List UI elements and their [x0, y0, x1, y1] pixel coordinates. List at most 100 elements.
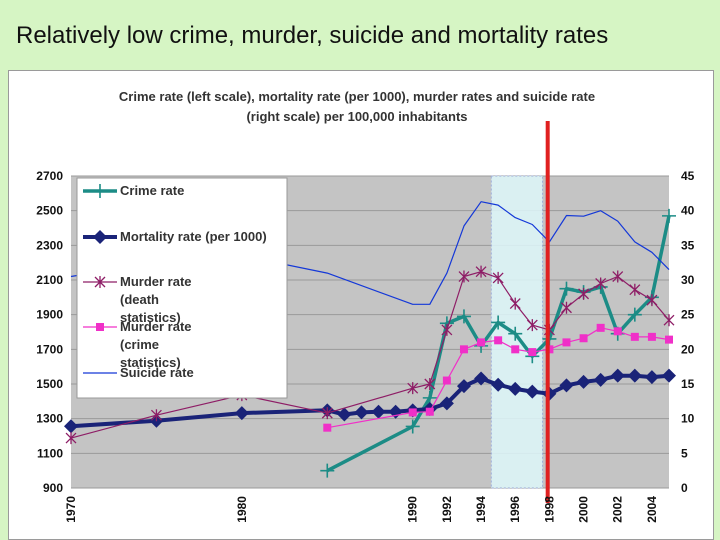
data-point-murder-rate-crime-statistics: [647, 332, 656, 341]
legend-label-suicide-rate: Suicide rate: [120, 365, 194, 380]
data-point-crime-rate: [627, 307, 642, 322]
data-point-crime-rate: [405, 419, 420, 434]
series-murder-rate-death-statistics: [65, 265, 675, 445]
left-tick-label: 1900: [36, 308, 63, 322]
legend-box: [76, 177, 288, 399]
data-point-mortality-rate-per-1000: [371, 404, 386, 419]
legend-label-mortality-rate: Mortality rate (per 1000): [120, 229, 267, 244]
x-tick-label: 2004: [645, 496, 659, 523]
x-tick-label: 1996: [508, 496, 522, 523]
left-tick-label: 1300: [36, 412, 63, 426]
data-point-mortality-rate-per-1000: [234, 406, 249, 421]
data-point-mortality-rate-per-1000: [439, 396, 454, 411]
chart-svg: Crime rate (left scale), mortality rate …: [36, 89, 695, 523]
data-point-crime-rate: [456, 309, 471, 324]
data-point-murder-rate-death-statistics: [646, 294, 658, 307]
highlight-band: [490, 175, 544, 489]
data-point-mortality-rate-per-1000: [610, 368, 625, 383]
right-tick-label: 20: [681, 342, 695, 356]
data-point-murder-rate-death-statistics: [65, 432, 77, 445]
data-point-murder-rate-crime-statistics: [477, 338, 486, 347]
data-point-murder-rate-crime-statistics: [613, 327, 622, 336]
legend-marker: [93, 184, 107, 198]
right-axis-ticks: 45 40 35 30 25 20 15 10 5 0: [681, 169, 695, 495]
legend-marker: [96, 323, 104, 331]
data-point-mortality-rate-per-1000: [576, 374, 591, 389]
data-point-mortality-rate-per-1000: [474, 371, 489, 386]
data-point-crime-rate: [320, 463, 335, 478]
legend-label-murder-death: Murder rate (death statistics): [120, 274, 192, 325]
data-point-murder-rate-crime-statistics: [425, 407, 434, 416]
right-tick-label: 35: [681, 238, 695, 252]
data-point-murder-rate-death-statistics: [492, 271, 504, 284]
data-point-murder-rate-death-statistics: [561, 301, 572, 314]
data-point-mortality-rate-per-1000: [644, 370, 659, 385]
data-point-murder-rate-crime-statistics: [630, 332, 639, 341]
x-tick-label: 1992: [440, 496, 454, 523]
data-point-murder-rate-death-statistics: [663, 314, 675, 327]
left-tick-label: 2300: [36, 238, 63, 252]
data-point-mortality-rate-per-1000: [64, 419, 78, 434]
data-point-murder-rate-crime-statistics: [323, 423, 332, 432]
data-point-crime-rate: [508, 326, 523, 341]
data-point-crime-rate: [662, 208, 676, 223]
data-point-murder-rate-death-statistics: [321, 407, 333, 420]
legend-label-line: (crime: [120, 337, 159, 352]
right-tick-label: 40: [681, 204, 695, 218]
data-point-murder-rate-death-statistics: [407, 382, 419, 395]
data-point-murder-rate-death-statistics: [150, 409, 162, 422]
x-tick-label: 1980: [235, 496, 249, 523]
data-point-murder-rate-death-statistics: [458, 270, 470, 283]
data-point-crime-rate: [559, 281, 574, 296]
chart-title-line1: Crime rate (left scale), mortality rate …: [119, 89, 595, 104]
data-point-crime-rate: [491, 315, 506, 330]
left-tick-label: 2100: [36, 273, 63, 287]
series-group: [64, 201, 676, 478]
series-line-suicide-rate: [70, 201, 670, 305]
left-tick-label: 1700: [36, 342, 63, 356]
data-point-murder-rate-crime-statistics: [511, 345, 520, 354]
right-tick-label: 5: [681, 446, 688, 460]
data-point-murder-rate-death-statistics: [612, 270, 624, 283]
data-point-murder-rate-crime-statistics: [459, 345, 468, 354]
data-point-murder-rate-death-statistics: [475, 265, 487, 278]
data-point-mortality-rate-per-1000: [456, 379, 471, 394]
data-point-mortality-rate-per-1000: [337, 407, 352, 422]
data-point-mortality-rate-per-1000: [559, 378, 574, 393]
left-tick-label: 900: [43, 481, 63, 495]
data-point-mortality-rate-per-1000: [593, 372, 608, 387]
data-point-murder-rate-death-statistics: [424, 378, 436, 390]
legend-symbol-mortality-rate-per-1000: [83, 230, 117, 244]
data-point-mortality-rate-per-1000: [354, 405, 369, 420]
right-tick-label: 15: [681, 377, 695, 391]
data-point-murder-rate-death-statistics: [629, 283, 641, 296]
legend-label-murder-crime: Murder rate (crime statistics): [120, 319, 192, 370]
x-tick-label: 1990: [406, 496, 420, 523]
left-tick-label: 1500: [36, 377, 63, 391]
chart-panel: Crime rate (left scale), mortality rate …: [8, 70, 714, 540]
chart-title-line2: (right scale) per 100,000 inhabitants: [246, 109, 467, 124]
right-tick-label: 10: [681, 412, 695, 426]
data-point-murder-rate-death-statistics: [578, 287, 590, 300]
series-line-murder-rate-death-statistics: [70, 271, 670, 439]
x-tick-label: 2002: [611, 496, 625, 523]
left-axis-ticks: 2700 2500 2300 2100 1900 1700 1500 1300 1100 900: [36, 169, 63, 495]
data-point-murder-rate-crime-statistics: [408, 408, 417, 417]
x-tick-label: 1998: [542, 496, 556, 523]
data-point-mortality-rate-per-1000: [508, 381, 523, 396]
data-point-murder-rate-crime-statistics: [596, 323, 605, 332]
legend-label-line: statistics): [120, 355, 181, 370]
data-point-mortality-rate-per-1000: [491, 377, 506, 392]
series-murder-rate-crime-statistics: [323, 323, 673, 432]
legend-label-line: Murder rate: [120, 274, 192, 289]
x-axis-ticks: 1970 1980 1990 1992 1994 1996 1998 2000 2002 2004: [64, 496, 659, 523]
data-point-murder-rate-death-statistics: [441, 323, 453, 336]
left-tick-label: 2500: [36, 204, 63, 218]
left-tick-label: 2700: [36, 169, 63, 183]
legend-symbol-crime-rate: [83, 184, 117, 198]
data-point-murder-rate-crime-statistics: [562, 338, 571, 347]
legend-label-crime-rate: Crime rate: [120, 183, 184, 198]
data-point-mortality-rate-per-1000: [662, 368, 676, 383]
legend-marker: [94, 276, 106, 288]
data-point-murder-rate-crime-statistics: [442, 376, 451, 385]
